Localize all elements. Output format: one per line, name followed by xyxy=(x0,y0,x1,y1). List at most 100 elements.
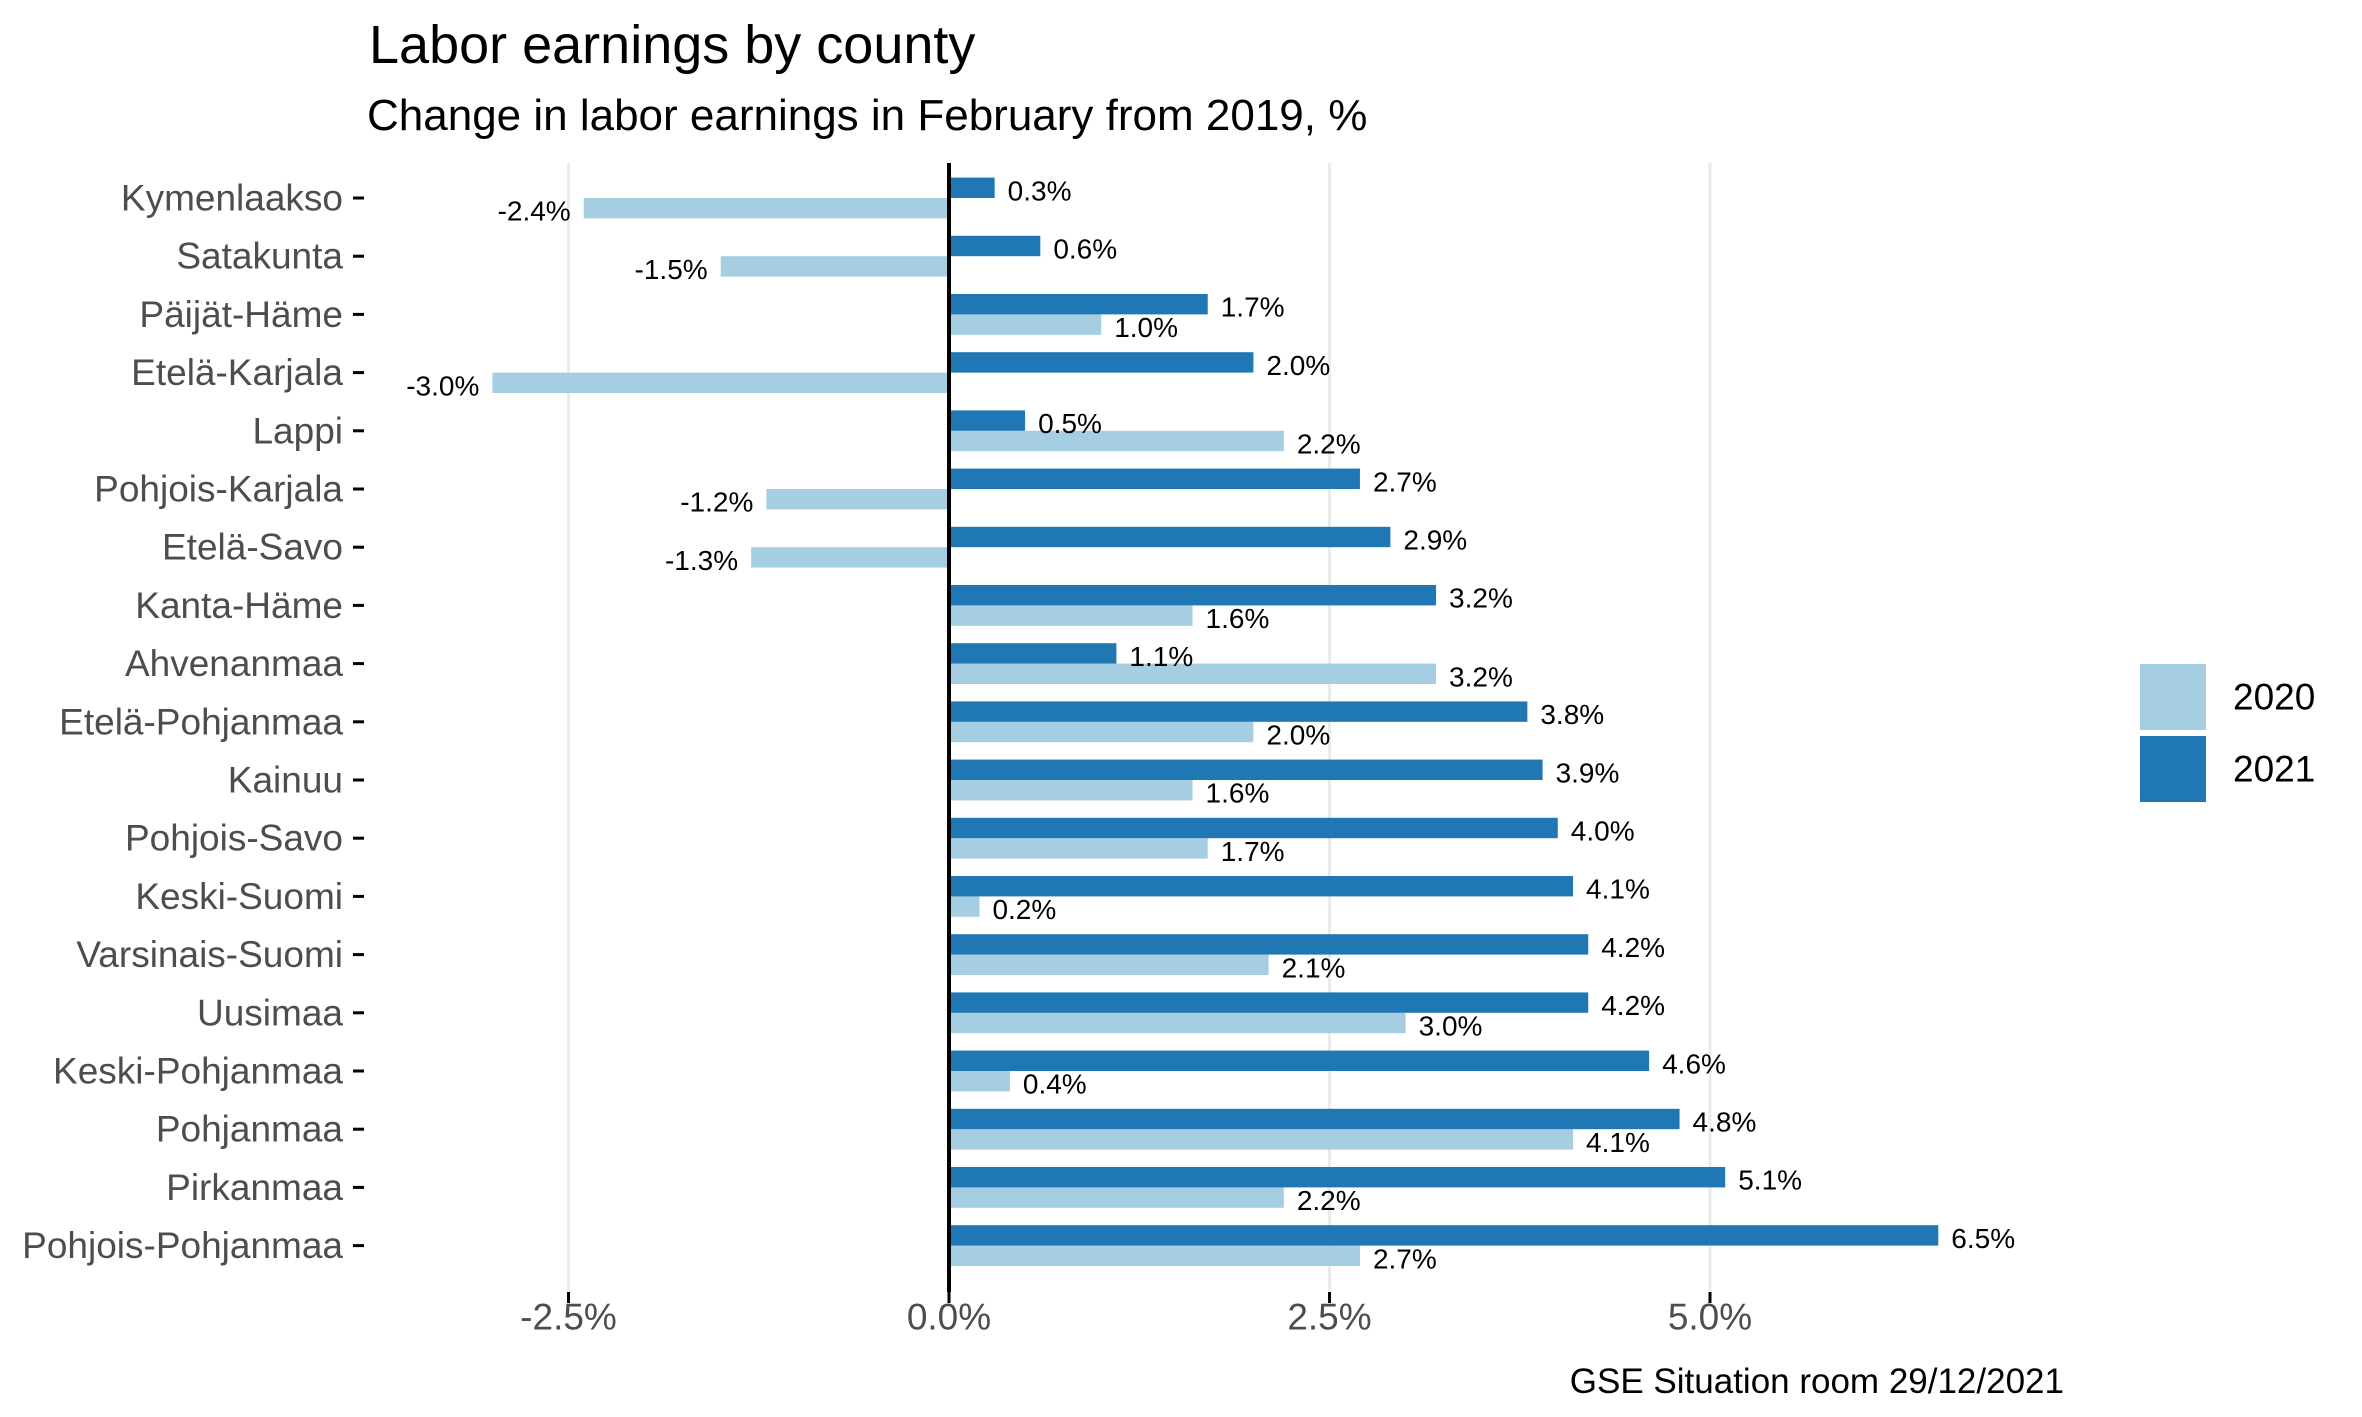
legend-key-2020 xyxy=(2140,664,2206,730)
bar-2021 xyxy=(949,352,1254,373)
bar-2020 xyxy=(949,1187,1284,1208)
y-tick-label: Lappi xyxy=(252,410,343,451)
bar-2021 xyxy=(949,1167,1726,1188)
y-tick-label: Pohjanmaa xyxy=(156,1109,344,1150)
bar-label-2021: 2.9% xyxy=(1403,525,1467,556)
bar-label-2021: 4.2% xyxy=(1601,932,1665,963)
y-tick-label: Pohjois-Karjala xyxy=(94,469,343,510)
bar-2021 xyxy=(949,235,1041,257)
bar-2020 xyxy=(949,430,1284,452)
bar-2021 xyxy=(949,701,1528,722)
bar-2021 xyxy=(949,410,1026,431)
y-tick-label: Päijät-Häme xyxy=(139,294,343,335)
bar-label-2020: 0.4% xyxy=(1023,1069,1087,1100)
bar-label-2020: 1.6% xyxy=(1206,603,1270,634)
y-tick-label: Etelä-Karjala xyxy=(131,352,343,393)
bar-2020 xyxy=(949,721,1254,743)
bars xyxy=(492,177,1939,1266)
bar-label-2021: 5.1% xyxy=(1738,1165,1802,1196)
bar-label-2020: 4.1% xyxy=(1586,1127,1650,1158)
bar-label-2021: 0.5% xyxy=(1038,408,1102,439)
bar-label-2021: 4.2% xyxy=(1601,990,1665,1021)
bar-label-2020: -2.4% xyxy=(498,196,571,227)
bar-label-2020: 2.2% xyxy=(1297,1185,1361,1216)
bar-2021 xyxy=(949,759,1543,780)
bar-2020 xyxy=(949,954,1269,975)
legend: 2020 2021 xyxy=(2140,664,2315,802)
bar-label-2021: 2.7% xyxy=(1373,466,1437,497)
bar-label-2021: 3.8% xyxy=(1540,699,1604,730)
bar-2021 xyxy=(949,585,1437,606)
y-tick-label: Keski-Suomi xyxy=(135,876,343,917)
bar-label-2021: 4.6% xyxy=(1662,1048,1726,1079)
bar-label-2021: 3.2% xyxy=(1449,583,1513,614)
y-tick-label: Uusimaa xyxy=(197,992,343,1033)
x-tick-label: -2.5% xyxy=(520,1297,617,1338)
bar-2021 xyxy=(949,1225,1939,1246)
bar-label-2021: 4.0% xyxy=(1571,816,1635,847)
bar-label-2021: 4.1% xyxy=(1586,874,1650,905)
bar-label-2020: 2.7% xyxy=(1373,1243,1437,1274)
y-tick-label: Etelä-Pohjanmaa xyxy=(59,701,343,742)
bar-label-2021: 6.5% xyxy=(1951,1223,2015,1254)
legend-key-2021 xyxy=(2140,736,2206,802)
bar-label-2020: -1.2% xyxy=(680,487,753,518)
bar-2020 xyxy=(949,838,1208,859)
bar-2021 xyxy=(949,526,1391,548)
bar-label-2021: 1.7% xyxy=(1221,292,1285,323)
y-tick-label: Kainuu xyxy=(228,760,343,801)
y-tick-label: Pohjois-Savo xyxy=(125,818,343,859)
bar-2020 xyxy=(949,780,1193,801)
y-tick-label: Pirkanmaa xyxy=(166,1167,343,1208)
bar-label-2020: 3.0% xyxy=(1419,1011,1483,1042)
bar-label-2021: 2.0% xyxy=(1266,350,1330,381)
bar-2021 xyxy=(949,1050,1650,1071)
y-axis: Kymenlaakso Satakunta Päijät-Häme Etelä-Kar… xyxy=(22,178,364,1266)
bar-label-2020: 2.1% xyxy=(1282,952,1346,983)
bar-2021 xyxy=(949,177,995,198)
y-tick-label: Ahvenanmaa xyxy=(125,643,343,684)
bar-2020 xyxy=(949,314,1102,335)
bar-2020 xyxy=(949,1071,1010,1092)
bar-label-2020: -1.3% xyxy=(665,545,738,576)
bar-2021 xyxy=(949,876,1574,897)
bar-label-2020: 1.7% xyxy=(1221,836,1285,867)
legend-label-2021: 2021 xyxy=(2233,749,2315,790)
y-tick-label: Satakunta xyxy=(176,236,343,277)
bar-2020 xyxy=(720,256,949,277)
y-tick-label: Keski-Pohjanmaa xyxy=(53,1051,343,1092)
bar-2021 xyxy=(949,468,1360,489)
bar-label-2020: 0.2% xyxy=(992,894,1056,925)
bar-label-2021: 3.9% xyxy=(1556,757,1620,788)
bar-label-2020: 3.2% xyxy=(1449,661,1513,692)
bar-label-2021: 1.1% xyxy=(1129,641,1193,672)
x-tick-label: 0.0% xyxy=(907,1297,991,1338)
bar-2021 xyxy=(949,992,1589,1013)
bar-label-2020: -3.0% xyxy=(406,370,479,401)
bar-labels: -2.4% 0.3% -1.5% 0.6% 1.0% 1.7% -3.0% 2.0% 2.2% 0… xyxy=(406,175,2015,1274)
bar-label-2020: -1.5% xyxy=(635,254,708,285)
bar-label-2020: 2.2% xyxy=(1297,429,1361,460)
bar-2020 xyxy=(949,896,980,917)
bar-2020 xyxy=(766,489,949,510)
bar-2020 xyxy=(949,605,1193,626)
bar-label-2021: 4.8% xyxy=(1693,1107,1757,1138)
bar-2020 xyxy=(949,1245,1360,1266)
chart-subtitle: Change in labor earnings in February fro… xyxy=(367,91,1367,140)
y-tick-label: Etelä-Savo xyxy=(162,527,343,568)
bar-2021 xyxy=(949,294,1208,315)
x-axis: -2.5% 0.0% 2.5% 5.0% xyxy=(520,1292,1752,1338)
bar-label-2021: 0.6% xyxy=(1053,234,1117,265)
bar-label-2020: 2.0% xyxy=(1266,720,1330,751)
x-tick-label: 5.0% xyxy=(1668,1297,1752,1338)
bar-2021 xyxy=(949,934,1589,955)
bar-2020 xyxy=(949,1012,1406,1034)
bar-label-2021: 0.3% xyxy=(1008,175,1072,206)
bar-2020 xyxy=(949,1129,1574,1150)
y-tick-label: Kymenlaakso xyxy=(121,178,343,219)
bar-label-2020: 1.6% xyxy=(1206,778,1270,809)
y-tick-label: Varsinais-Suomi xyxy=(76,934,343,975)
bar-2021 xyxy=(949,817,1558,839)
bar-2020 xyxy=(751,547,949,568)
